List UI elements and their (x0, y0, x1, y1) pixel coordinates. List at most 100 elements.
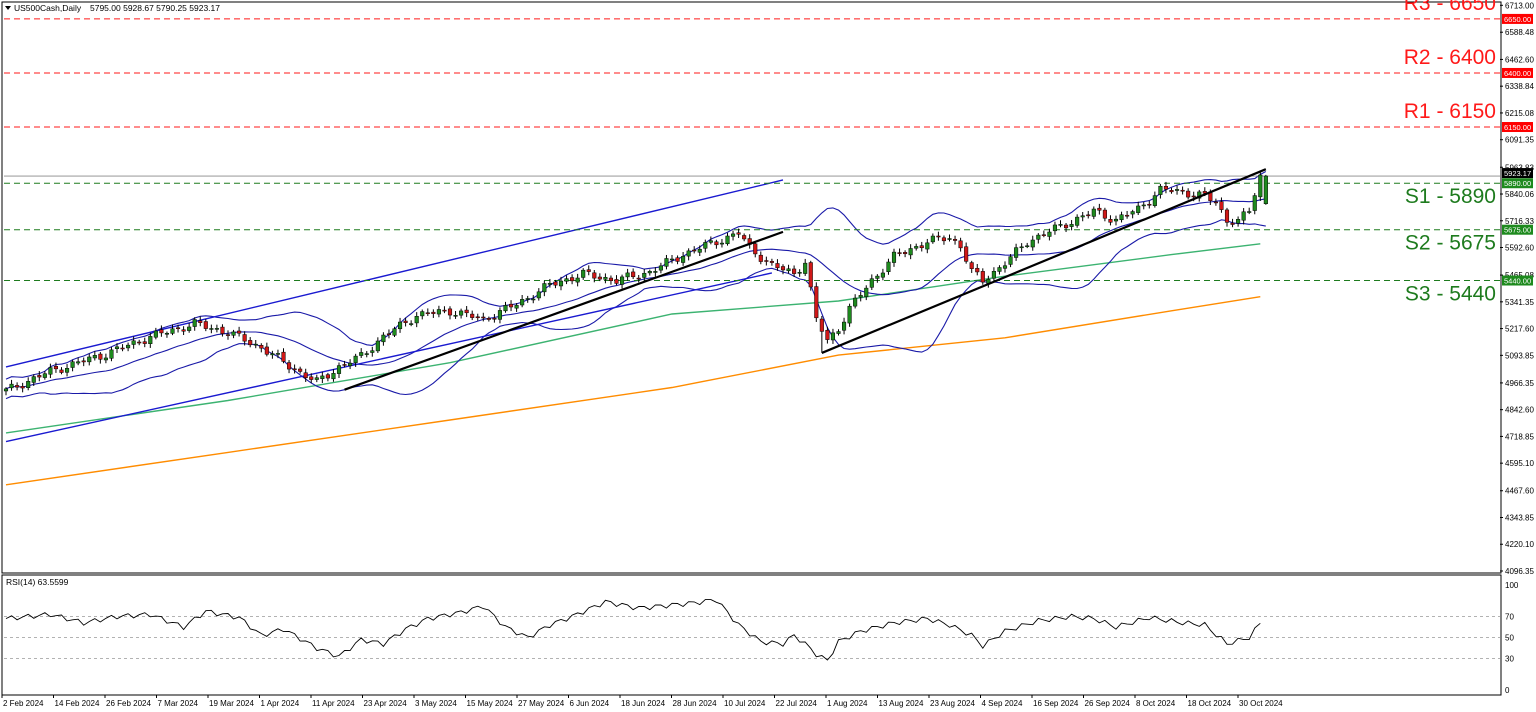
price-tag-bg (1502, 67, 1533, 78)
candle (608, 275, 614, 285)
price-tick-label: 6215.08 (1505, 109, 1534, 118)
candle (475, 313, 480, 321)
candle-body (1064, 224, 1069, 229)
candle-body (425, 312, 430, 314)
date-tick-label: 1 Apr 2024 (261, 699, 300, 708)
candle (31, 374, 36, 386)
rsi-tick-label: 30 (1505, 655, 1514, 664)
candle (353, 353, 358, 367)
candle-body (509, 303, 514, 308)
candle-body (919, 245, 924, 249)
candle (436, 305, 441, 318)
candle (1163, 181, 1169, 194)
price-tick-label: 5592.60 (1505, 244, 1534, 253)
date-tick-label: 30 Oct 2024 (1239, 699, 1283, 708)
candle-body (1075, 216, 1080, 226)
price-tick-label: 5217.60 (1505, 325, 1534, 334)
candle-body (692, 249, 697, 252)
candle-body (26, 381, 31, 388)
candle-body (1247, 211, 1252, 213)
candle-body (686, 250, 691, 257)
candle-body (1058, 224, 1063, 226)
candle (9, 379, 14, 391)
trend-1 (344, 230, 784, 391)
candle-body (420, 311, 425, 317)
rsi-tick-label: 50 (1505, 634, 1514, 643)
candle (59, 367, 64, 375)
date-tick-label: 8 Oct 2024 (1136, 699, 1176, 708)
candle-body (769, 261, 774, 263)
candle-body (964, 246, 969, 262)
candle-body (1219, 201, 1224, 210)
candle (403, 317, 408, 327)
candle-body (225, 334, 231, 336)
candle-body (675, 257, 680, 262)
candle (614, 275, 619, 286)
candle (209, 324, 214, 334)
channel-lower (5, 272, 773, 443)
candle (903, 250, 908, 258)
candle (87, 353, 92, 366)
candle (830, 328, 836, 344)
price-tag: 5923.17 (1502, 168, 1533, 179)
candle-body (603, 277, 608, 280)
date-tick-label: 4 Sep 2024 (982, 699, 1023, 708)
candle-body (109, 349, 114, 359)
level-label-4: S2 - 5675 (1405, 232, 1496, 255)
candle (325, 372, 330, 382)
candle (553, 279, 558, 289)
price-tick-label: 4467.60 (1505, 487, 1534, 496)
candle (1097, 203, 1102, 215)
candle-body (170, 328, 175, 334)
candle (842, 317, 847, 335)
candle-body (991, 271, 996, 279)
candle (248, 337, 253, 348)
candle (753, 240, 758, 258)
candle-body (514, 305, 519, 309)
price-tag-bg (1502, 224, 1533, 235)
candle-body (364, 353, 369, 355)
candle (836, 329, 841, 336)
candle (664, 254, 669, 270)
candle (880, 268, 885, 281)
date-tick-label: 10 Jul 2024 (724, 699, 766, 708)
candle (853, 294, 858, 309)
candle-body (1069, 224, 1074, 227)
candle (348, 359, 353, 370)
candle-body (298, 368, 303, 372)
trend-2 (821, 168, 1267, 354)
candle (214, 324, 219, 333)
price-tags: 6650.00 6400.00 6150.00 5890.00 5675.00 5440.… (1502, 13, 1533, 286)
candle-body (153, 330, 158, 338)
candle-body (1130, 211, 1135, 215)
moving-averages (5, 243, 1261, 486)
candle (653, 267, 658, 277)
candle-body (120, 347, 125, 350)
candle (991, 267, 996, 282)
candle (442, 306, 447, 314)
candle-body (92, 355, 97, 359)
candle-body (81, 360, 86, 363)
candle-body (825, 329, 830, 340)
candle (1125, 210, 1130, 219)
candle (1186, 188, 1191, 200)
candle (858, 291, 863, 302)
price-tag-label: 6650.00 (1504, 15, 1531, 24)
candle-body (142, 341, 147, 344)
candle-body (409, 323, 414, 325)
candle (109, 347, 114, 362)
candle-body (731, 233, 736, 237)
candle (481, 312, 486, 322)
price-tick-label: 6338.84 (1505, 82, 1534, 91)
bollinger-lower (5, 219, 1266, 400)
candle (187, 322, 192, 333)
date-tick-label: 14 Feb 2024 (55, 699, 100, 708)
candle (769, 258, 774, 266)
candle-body (442, 309, 447, 312)
candle (1236, 216, 1241, 227)
candle-body (653, 271, 658, 273)
candle (1258, 170, 1263, 201)
candle (708, 236, 713, 245)
date-tick-label: 13 Aug 2024 (879, 699, 924, 708)
candle-body (869, 278, 874, 288)
